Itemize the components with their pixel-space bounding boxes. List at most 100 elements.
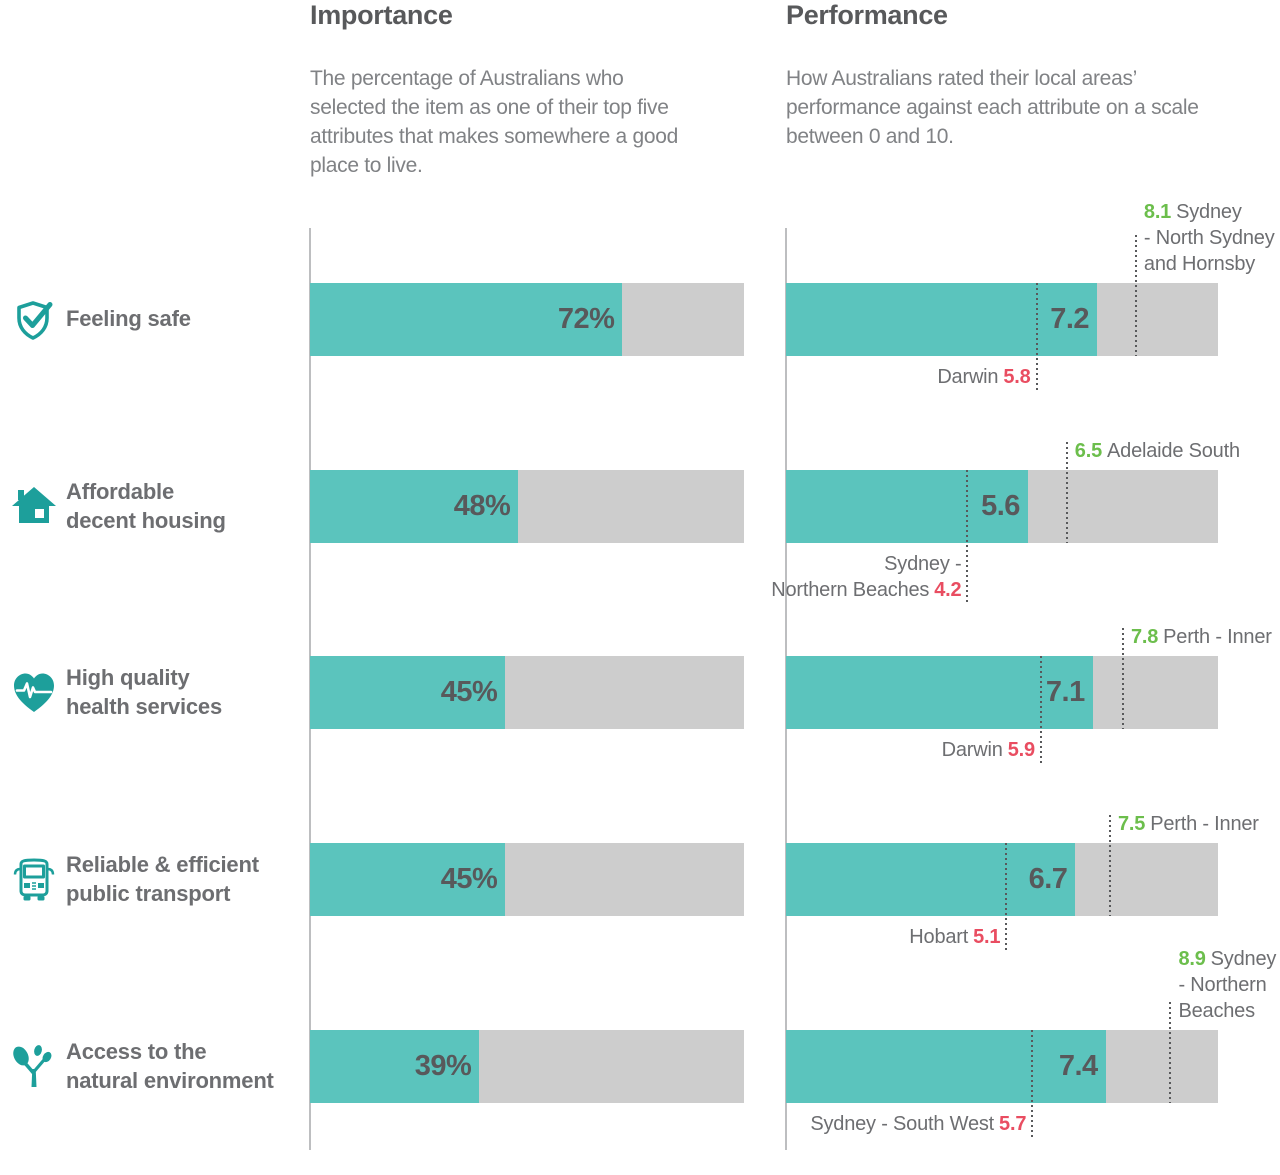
- best-region-annotation-line: 7.8 Perth - Inner: [1131, 624, 1272, 650]
- worst-region-marker-line: [1031, 1030, 1034, 1137]
- worst-region-marker-line: [966, 470, 969, 603]
- worst-region-rating: 5.7: [999, 1113, 1027, 1135]
- best-region-annotation: 8.9 Sydney - Northern Beaches: [1178, 946, 1276, 1024]
- attribute-label: Reliable & efficient public transport: [66, 850, 316, 908]
- attribute-label-line: Affordable: [66, 478, 175, 504]
- best-region-rating: 8.1: [1143, 201, 1172, 223]
- importance-value: 39%: [414, 1050, 472, 1082]
- best-region-annotation: 6.5 Adelaide South: [1075, 438, 1240, 464]
- performance-bar: 6.7: [786, 843, 1076, 916]
- importance-bar: 45%: [310, 843, 506, 916]
- performance-bar: 5.6: [786, 470, 1028, 543]
- performance-bar-track: 7.1: [786, 656, 1218, 729]
- best-region-marker-line: [1169, 1002, 1172, 1103]
- worst-region-name: Northern Beaches: [771, 579, 930, 601]
- attribute-label-line: public transport: [66, 880, 231, 906]
- attribute-label-line: health services: [66, 693, 222, 719]
- best-region-rating: 6.5: [1074, 440, 1102, 462]
- worst-region-name: Sydney - South West: [810, 1113, 995, 1135]
- performance-bar-track: 7.2: [786, 283, 1218, 356]
- importance-bar-track: 72%: [310, 283, 744, 356]
- importance-value: 72%: [557, 303, 615, 335]
- importance-value: 45%: [440, 676, 498, 708]
- importance-bar: 39%: [310, 1030, 480, 1103]
- performance-bar: 7.1: [786, 656, 1093, 729]
- worst-region-rating: 5.9: [1007, 739, 1035, 761]
- performance-value: 7.1: [1045, 676, 1085, 708]
- best-region-marker-line: [1109, 815, 1111, 916]
- worst-region-rating: 5.1: [973, 926, 1001, 948]
- best-region-annotation-line: 6.5 Adelaide South: [1075, 438, 1240, 464]
- importance-bar-track: 45%: [310, 843, 744, 916]
- importance-bar-track: 45%: [310, 656, 744, 729]
- worst-region-marker-line: [1035, 283, 1038, 390]
- worst-region-marker-line: [1039, 656, 1042, 763]
- worst-region-annotation-line: Sydney -: [771, 551, 962, 577]
- performance-bar-track: 5.6: [786, 470, 1218, 543]
- worst-region-annotation: Sydney - South West 5.7: [810, 1111, 1026, 1137]
- attribute-label: Affordable decent housing: [66, 477, 316, 535]
- best-region-annotation-line: and Hornsby: [1143, 253, 1256, 275]
- importance-column-description: The percentage of Australians who select…: [310, 67, 678, 177]
- attribute-label-line: natural environment: [66, 1067, 274, 1093]
- tree-icon: [10, 1043, 58, 1091]
- best-region-annotation: 8.1 Sydney - North Sydney and Hornsby: [1144, 199, 1275, 277]
- best-region-annotation-line: - North Sydney: [1143, 227, 1275, 249]
- best-region-annotation-line: - Northern: [1178, 974, 1267, 996]
- importance-column-title: Importance: [310, 0, 453, 30]
- performance-bar: 7.2: [786, 283, 1098, 356]
- best-region-marker-line: [1121, 628, 1124, 729]
- attribute-label-line: High quality: [66, 664, 190, 690]
- worst-region-name: Sydney -: [884, 553, 962, 575]
- importance-bar-track: 39%: [310, 1030, 744, 1103]
- importance-value: 45%: [440, 863, 498, 895]
- worst-region-name: Darwin: [937, 366, 999, 388]
- worst-region-annotation-line: Hobart 5.1: [909, 924, 1000, 950]
- best-region-marker-line: [1134, 235, 1137, 356]
- performance-value: 6.7: [1028, 863, 1068, 895]
- worst-region-annotation-line: Northern Beaches 4.2: [771, 577, 961, 603]
- worst-region-name: Hobart: [909, 926, 969, 948]
- performance-bar-track: 7.4: [786, 1030, 1218, 1103]
- performance-value: 5.6: [981, 490, 1020, 522]
- performance-bar: 7.4: [786, 1030, 1106, 1103]
- best-region-annotation-line: 8.9 Sydney: [1178, 946, 1276, 972]
- worst-region-annotation-line: Sydney - South West 5.7: [810, 1111, 1026, 1137]
- best-region-rating: 7.5: [1118, 813, 1146, 835]
- worst-region-rating: 4.2: [934, 579, 962, 601]
- worst-region-name: Darwin: [941, 739, 1003, 761]
- best-region-name: Perth - Inner: [1163, 626, 1272, 648]
- worst-region-annotation: Hobart 5.1: [909, 924, 1000, 950]
- performance-column-description: How Australians rated their local areas’…: [786, 67, 1199, 148]
- best-region-name: Sydney: [1210, 948, 1277, 970]
- house-icon: [10, 483, 58, 531]
- worst-region-annotation-line: Darwin 5.8: [937, 364, 1030, 390]
- attribute-label: High quality health services: [66, 663, 316, 721]
- importance-value: 48%: [453, 490, 511, 522]
- performance-value: 7.2: [1050, 303, 1090, 335]
- best-region-annotation-line: 7.5 Perth - Inner: [1118, 811, 1259, 837]
- performance-column-title: Performance: [786, 0, 948, 30]
- best-region-name: Adelaide South: [1107, 440, 1240, 462]
- best-region-annotation-line: Beaches: [1178, 1000, 1255, 1022]
- best-region-rating: 8.9: [1178, 948, 1206, 970]
- worst-region-annotation: Sydney - Northern Beaches 4.2: [771, 551, 961, 603]
- attribute-label-line: Access to the: [66, 1038, 207, 1064]
- best-region-annotation: 7.8 Perth - Inner: [1131, 624, 1272, 650]
- best-region-marker-line: [1065, 442, 1068, 543]
- best-region-annotation: 7.5 Perth - Inner: [1118, 811, 1259, 837]
- importance-bar-track: 48%: [310, 470, 744, 543]
- worst-region-annotation: Darwin 5.8: [937, 364, 1030, 390]
- best-region-name: Perth - Inner: [1150, 813, 1259, 835]
- bus-icon: [10, 856, 58, 904]
- shield-check-icon: [10, 296, 58, 344]
- attribute-label: Access to the natural environment: [66, 1037, 316, 1095]
- best-region-rating: 7.8: [1130, 626, 1159, 648]
- worst-region-marker-line: [1005, 843, 1008, 950]
- attribute-label: Feeling safe: [66, 304, 316, 333]
- performance-value: 7.4: [1058, 1050, 1098, 1082]
- importance-bar: 72%: [310, 283, 623, 356]
- importance-bar: 45%: [310, 656, 506, 729]
- attribute-label-line: Reliable & efficient: [66, 851, 259, 877]
